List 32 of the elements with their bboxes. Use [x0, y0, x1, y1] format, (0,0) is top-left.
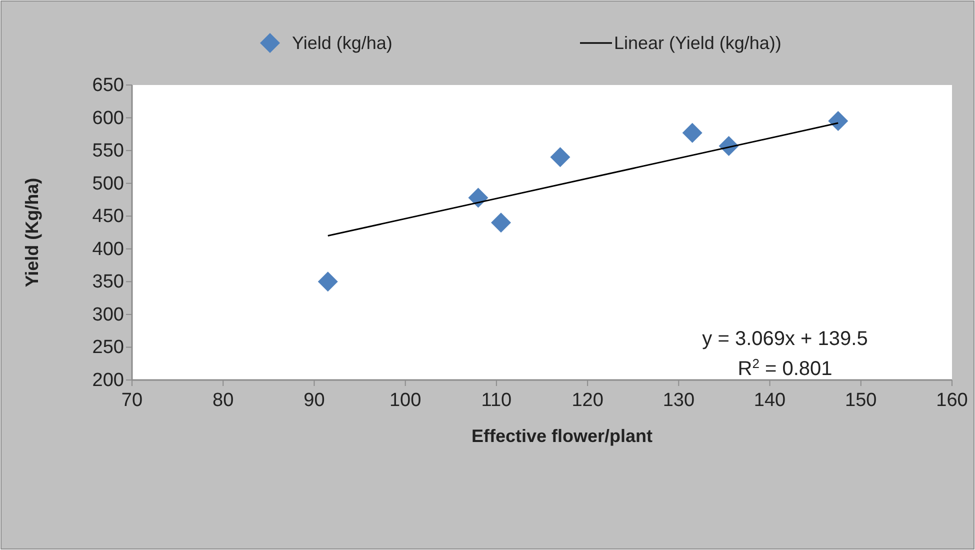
point [682, 122, 702, 143]
y-tick-label: 200 [92, 370, 124, 391]
annotation: R$^{2}$ = 0.801 [738, 356, 832, 380]
point [318, 272, 338, 292]
point [828, 111, 848, 132]
x-tick-label: 80 [212, 390, 234, 411]
y-tick-label: 250 [92, 337, 124, 358]
x-tick-label: 120 [572, 390, 604, 411]
legend-label: Linear (Yield (kg/ha)) [614, 33, 782, 53]
x-tick-label: 100 [389, 390, 422, 411]
legend-label: Yield (kg/ha) [292, 33, 392, 53]
point [468, 188, 488, 208]
x-tick-label: 160 [936, 390, 968, 411]
y-tick-label: 450 [92, 206, 124, 228]
y-tick-label: 300 [92, 304, 124, 326]
y-tick-label: 550 [92, 140, 124, 162]
x-tick-label: 150 [845, 390, 877, 411]
x-tick-label: 90 [304, 390, 325, 411]
y-tick-label: 650 [92, 75, 124, 96]
x-axis-title: Effective flower/plant [471, 426, 653, 446]
point [491, 212, 511, 233]
y-tick-label: 600 [92, 108, 124, 129]
y-axis-title: Yield (Kg/ha) [22, 178, 42, 288]
x-tick-label: 70 [121, 390, 143, 411]
y-tick-label: 400 [92, 238, 124, 260]
y-tick-label: 500 [92, 173, 124, 194]
x-tick-label: 110 [481, 390, 512, 411]
point [550, 147, 570, 168]
annotation: y = 3.069x + 139.5 [702, 328, 868, 350]
x-tick-label: 140 [754, 390, 786, 411]
x-tick-label: 130 [662, 390, 695, 411]
y-tick-label: 350 [92, 272, 124, 293]
